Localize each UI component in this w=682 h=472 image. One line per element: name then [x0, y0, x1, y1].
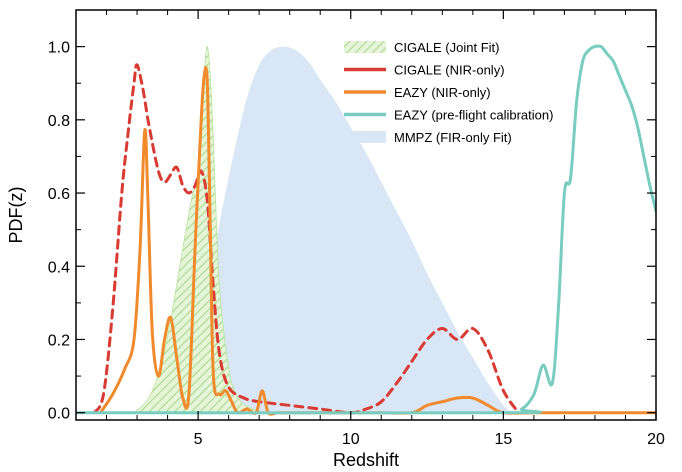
- y-tick-label: 0.8: [48, 113, 70, 130]
- legend-swatch-cigale-joint-fit: [344, 41, 386, 53]
- y-tick-label: 0.0: [48, 406, 70, 423]
- y-tick-label: 0.6: [48, 186, 70, 203]
- y-tick-label: 1.0: [48, 40, 70, 57]
- x-tick-label: 10: [342, 431, 360, 448]
- plot-series: [76, 44, 656, 416]
- legend-label-mmpz-fir-only-fit: MMPZ (FIR-only Fit): [394, 130, 512, 145]
- plot-frame: [75, 9, 657, 421]
- y-tick-label: 0.2: [48, 332, 70, 349]
- legend: CIGALE (Joint Fit) CIGALE (NIR-only) EAZY …: [344, 40, 553, 145]
- eazy-nir-only-series: [98, 66, 656, 416]
- x-tick-label: 15: [494, 431, 512, 448]
- legend-label-cigale-nir-only: CIGALE (NIR-only): [394, 63, 505, 78]
- mmpz-fir-only-fit-series: [176, 46, 513, 413]
- legend-label-eazy-pre-flight-calibration: EAZY (pre-flight calibration): [394, 108, 553, 123]
- legend-label-cigale-joint-fit: CIGALE (Joint Fit): [394, 40, 499, 55]
- eazy-pre-flight-calibration-series: [76, 44, 656, 415]
- y-axis-title: PDF(z): [6, 187, 26, 244]
- legend-swatch-mmpz-fir-only-fit: [344, 131, 386, 143]
- cigale-joint-fit-series: [132, 46, 266, 414]
- legend-label-eazy-nir-only: EAZY (NIR-only): [394, 85, 491, 100]
- x-tick-label: 20: [647, 431, 665, 448]
- x-tick-label: 5: [194, 431, 203, 448]
- axis-ticks: 5 10 15 20 0.0 0.2 0.4 0.6 0.8 1.0: [48, 10, 665, 448]
- x-axis-title: Redshift: [333, 450, 399, 470]
- y-tick-label: 0.4: [48, 259, 70, 276]
